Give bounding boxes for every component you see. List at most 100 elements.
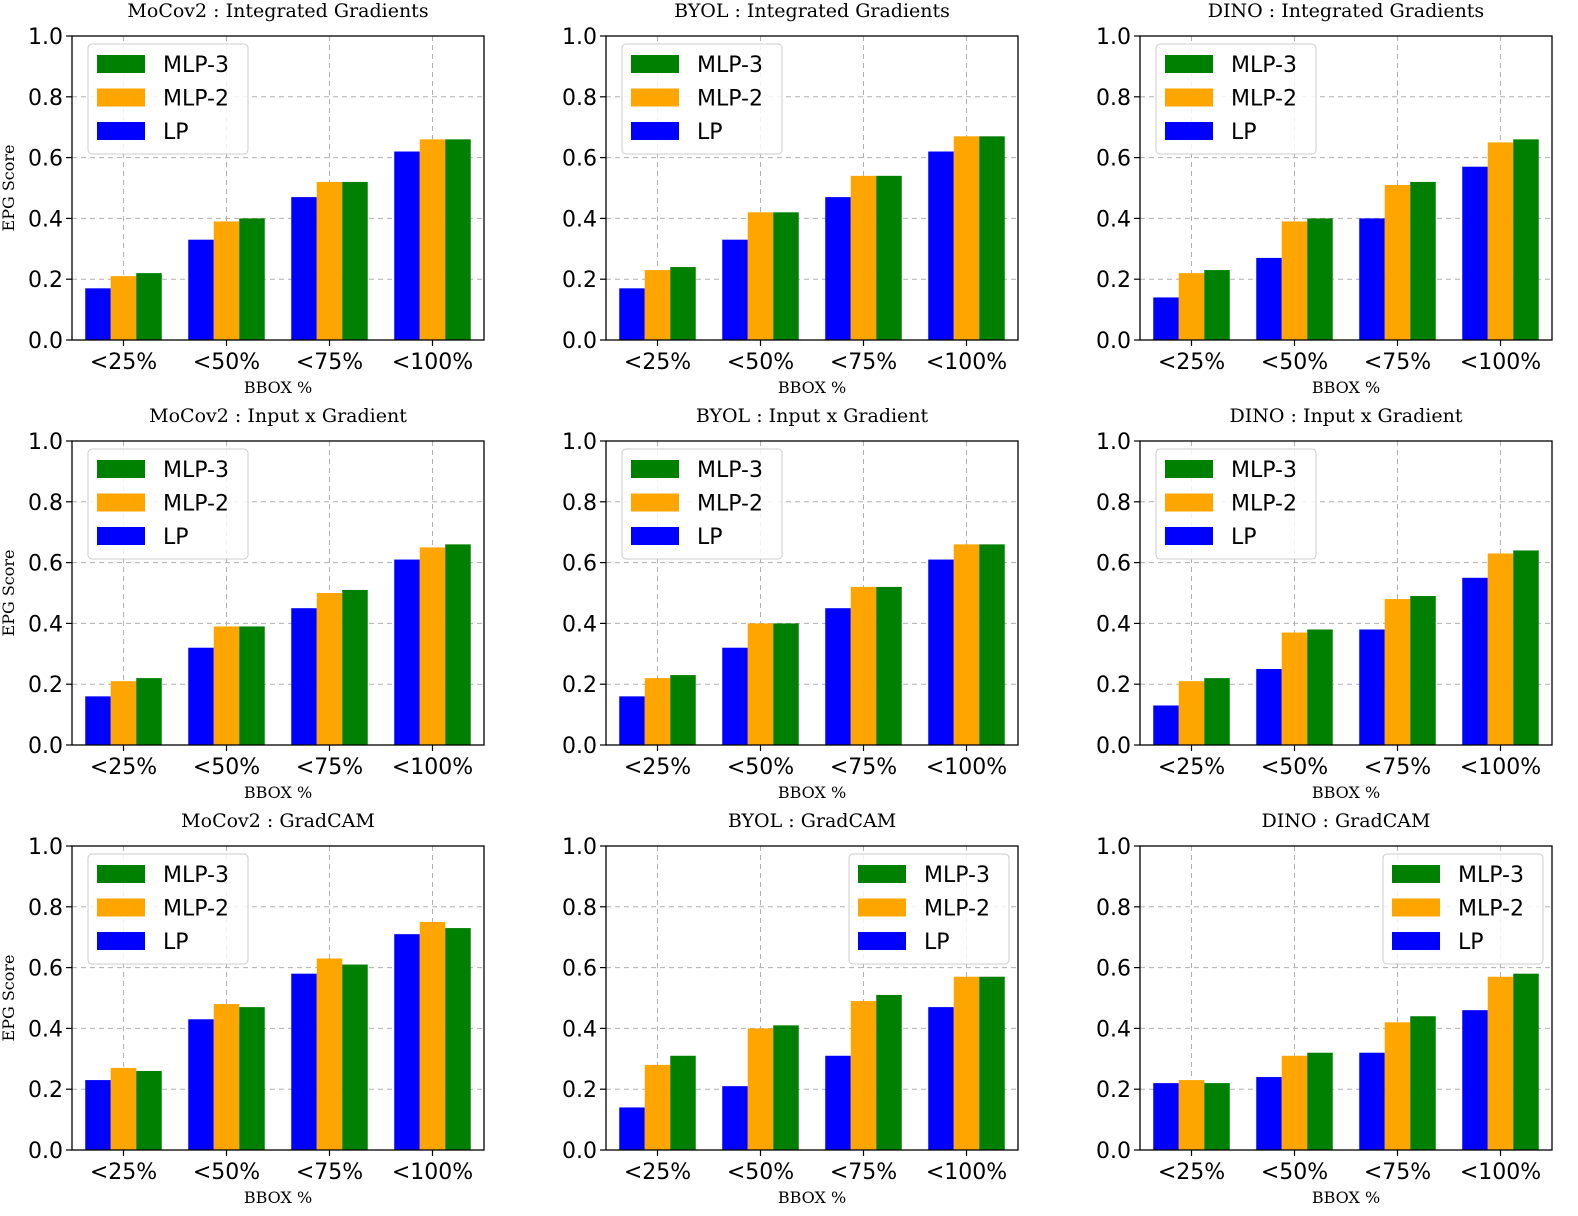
y-tick-label: 0.4 [1096,1017,1131,1042]
legend-swatch-lp [97,932,145,950]
bar-mlp-2-3 [850,586,877,745]
chart-title: MoCov2 : Integrated Gradients [127,0,428,22]
legend-label-lp: LP [163,525,189,550]
bar-lp-3 [291,973,317,1150]
legend-label-mlp-2: MLP-2 [1231,87,1297,112]
y-tick-label: 0.2 [28,268,63,293]
legend-swatch-lp [97,527,145,545]
bar-lp-1 [85,696,111,745]
legend-swatch-mlp-3 [97,865,145,883]
legend-label-mlp-2: MLP-2 [697,492,763,517]
y-tick-label: 0.8 [28,86,63,111]
bar-mlp-2-1 [1178,273,1205,340]
bar-mlp-2-4 [953,136,980,340]
x-tick-label: <50% [1261,1160,1328,1185]
chart-panel-6: 0.0 0.2 0.4 0.6 0.8 1.0 <25% <50% <75% <100% DINO … [1096,405,1553,802]
chart-panel-1: 0.0 0.2 0.4 0.6 0.8 1.0 <25% <50% <75% <100% MoCov… [0,0,485,397]
y-tick-label: 0.8 [562,491,597,516]
bar-mlp-3-1 [670,267,696,340]
y-tick-label: 0.0 [562,734,597,759]
legend-swatch-mlp-3 [97,55,145,73]
legend-label-lp: LP [1231,525,1257,550]
bar-mlp-2-1 [644,270,671,340]
bar-mlp-3-3 [876,175,902,340]
bar-mlp-2-1 [644,678,671,745]
y-tick-label: 0.4 [28,612,63,637]
y-tick-label: 0.0 [562,329,597,354]
legend-label-mlp-3: MLP-3 [924,863,990,888]
y-tick-label: 1.0 [1096,25,1131,50]
x-tick-label: <50% [1261,350,1328,375]
y-tick-label: 0.0 [1096,329,1131,354]
x-tick-label: <25% [90,350,157,375]
bar-mlp-3-4 [979,544,1005,745]
legend-swatch-mlp-2 [1392,898,1440,917]
x-tick-label: <75% [1364,1160,1431,1185]
x-tick-label: <50% [193,755,260,780]
x-tick-label: <50% [1261,755,1328,780]
x-tick-label: <25% [624,350,691,375]
bar-lp-2 [722,239,748,340]
bar-lp-4 [1462,577,1488,745]
y-tick-label: 0.4 [28,207,63,232]
y-tick-label: 0.0 [1096,734,1131,759]
legend-swatch-lp [631,527,679,545]
x-tick-label: <100% [392,755,473,780]
legend-label-mlp-2: MLP-2 [163,87,229,112]
y-tick-label: 0.0 [28,329,63,354]
legend-label-lp: LP [163,930,189,955]
plot-frame [605,440,1019,746]
legend-swatch-mlp-2 [1165,88,1213,107]
bar-mlp-3-2 [1307,629,1333,745]
y-tick-label: 0.6 [1096,957,1131,982]
x-axis-label: BBOX % [244,783,312,802]
y-tick-label: 0.4 [562,612,597,637]
x-tick-label: <25% [624,755,691,780]
bar-mlp-2-4 [1487,976,1514,1150]
legend-label-mlp-2: MLP-2 [163,897,229,922]
plot-frame [71,35,485,341]
bar-lp-1 [1153,1083,1179,1150]
y-tick-label: 0.2 [562,673,597,698]
y-tick-label: 0.0 [28,1139,63,1164]
legend-swatch-mlp-3 [631,55,679,73]
x-tick-label: <75% [830,755,897,780]
x-tick-label: <100% [1460,755,1541,780]
legend-label-lp: LP [697,525,723,550]
bar-mlp-3-4 [445,928,471,1150]
bar-mlp-3-1 [1204,678,1230,745]
chart-title: BYOL : GradCAM [728,810,896,832]
bar-lp-4 [394,934,420,1150]
x-tick-label: <100% [926,755,1007,780]
y-tick-label: 1.0 [562,430,597,455]
bar-mlp-2-2 [747,212,774,340]
legend: MLP-3 MLP-2 LP [1382,853,1544,965]
bar-lp-2 [188,1019,214,1150]
y-axis-label: EPG Score [0,550,18,637]
bar-mlp-3-2 [773,212,799,340]
bar-mlp-2-4 [1487,553,1514,745]
legend: MLP-3 MLP-2 LP [621,43,783,155]
x-tick-label: <75% [1364,350,1431,375]
bar-mlp-3-3 [1410,596,1436,745]
legend-swatch-mlp-2 [631,88,679,107]
y-tick-label: 0.8 [28,896,63,921]
bar-lp-1 [1153,705,1179,745]
bar-mlp-3-2 [239,218,265,340]
bar-lp-1 [85,288,111,340]
y-tick-label: 1.0 [28,430,63,455]
y-tick-label: 0.0 [562,1139,597,1164]
bar-mlp-3-1 [670,1055,696,1150]
bar-lp-1 [619,1107,645,1150]
chart-title: BYOL : Integrated Gradients [674,0,950,22]
legend-swatch-mlp-3 [97,460,145,478]
bar-lp-2 [722,647,748,745]
plot-frame [71,845,485,1151]
legend-swatch-mlp-3 [1165,460,1213,478]
legend-swatch-mlp-2 [1165,493,1213,512]
plot-frame [605,35,1019,341]
legend: MLP-3 MLP-2 LP [87,448,249,560]
bar-lp-3 [1359,629,1385,745]
bar-lp-4 [394,559,420,745]
